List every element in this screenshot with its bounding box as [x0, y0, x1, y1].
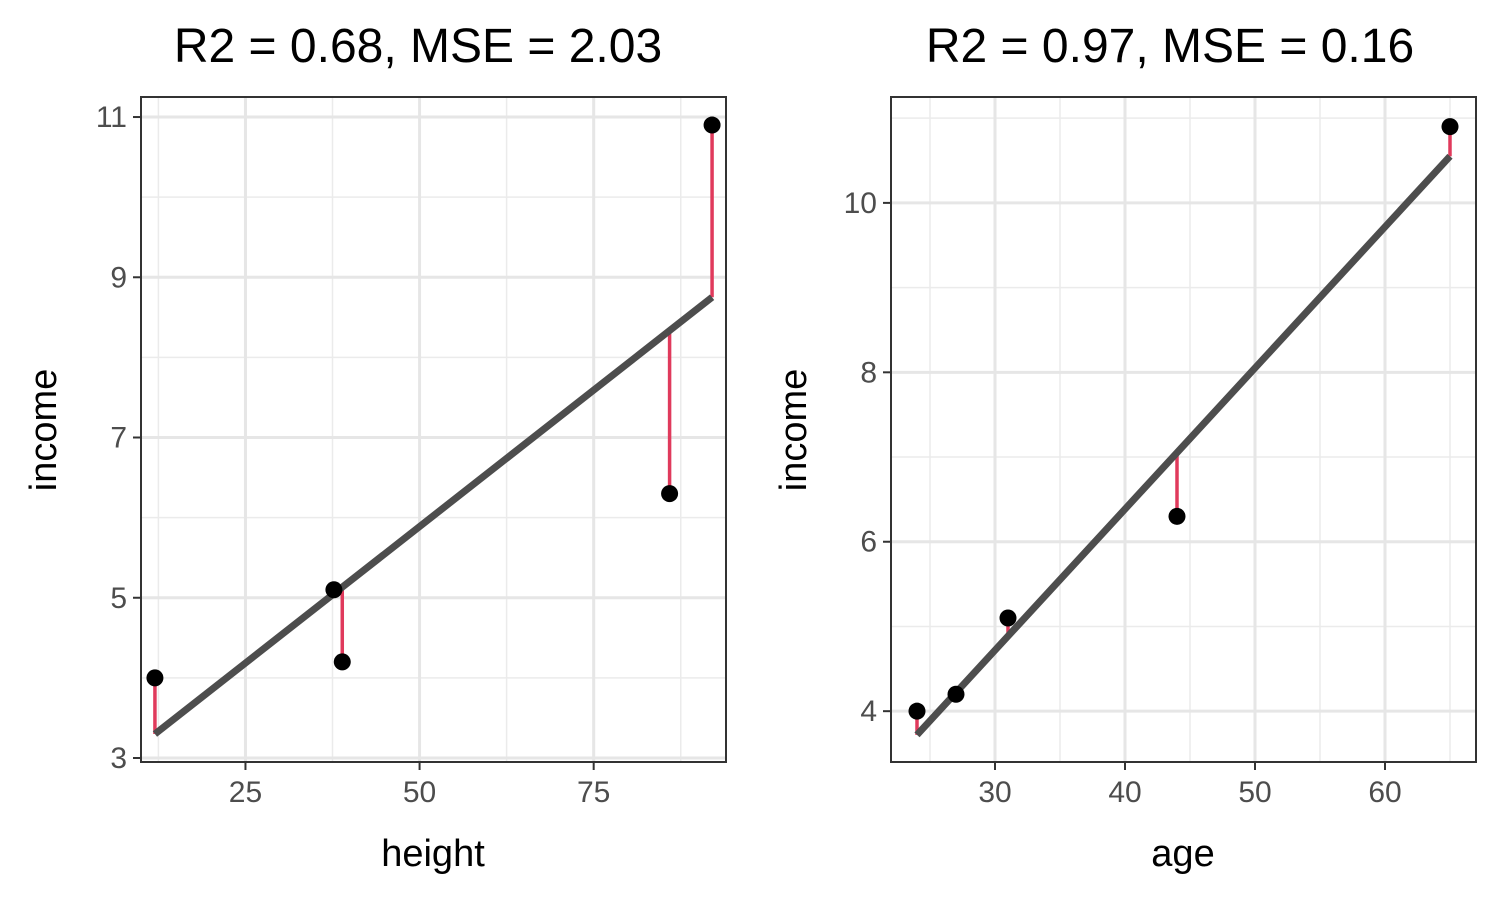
x-axis-label: age [1151, 833, 1214, 875]
plot-area [140, 96, 727, 763]
x-tick-label: 75 [577, 776, 610, 809]
data-point [325, 581, 343, 599]
data-point [947, 685, 965, 703]
chart-title: R2 = 0.97, MSE = 0.16 [926, 20, 1414, 73]
y-tick-label: 5 [110, 582, 127, 615]
data-point [908, 702, 926, 720]
data-point [1441, 118, 1459, 136]
regression-line [152, 294, 715, 737]
data-point [703, 116, 721, 134]
x-tick-label: 40 [1108, 776, 1141, 809]
y-tick-label: 10 [844, 187, 877, 220]
y-tick-label: 8 [860, 356, 877, 389]
regression-line [914, 153, 1453, 738]
y-tick-label: 3 [110, 742, 127, 775]
panel-left: R2 = 0.68, MSE = 2.03 height income 25 50… [23, 20, 727, 875]
x-axis-label: height [381, 833, 485, 875]
data-point [999, 609, 1017, 627]
plot-area [890, 96, 1477, 763]
data-point [146, 669, 164, 687]
x-tick-label: 50 [403, 776, 436, 809]
data-point [333, 653, 351, 671]
chart-title: R2 = 0.68, MSE = 2.03 [174, 20, 662, 73]
y-tick-label: 7 [110, 422, 127, 455]
y-axis-label: income [773, 369, 815, 492]
y-tick-label: 9 [110, 261, 127, 294]
panel-right: R2 = 0.97, MSE = 0.16 age income 30 40 50 6… [773, 20, 1477, 875]
data-point [1168, 507, 1186, 525]
panel-border [140, 96, 727, 763]
y-tick-label: 6 [860, 526, 877, 559]
panel-border [890, 96, 1477, 763]
x-tick-label: 25 [229, 776, 262, 809]
plot-background [891, 97, 1476, 762]
x-tick-label: 30 [978, 776, 1011, 809]
y-tick-label: 11 [96, 101, 127, 134]
y-tick-label: 4 [860, 695, 877, 728]
plot-background [141, 97, 726, 762]
y-axis-label: income [23, 369, 65, 492]
data-point [661, 485, 679, 503]
x-tick-label: 50 [1238, 776, 1271, 809]
x-tick-label: 60 [1368, 776, 1401, 809]
